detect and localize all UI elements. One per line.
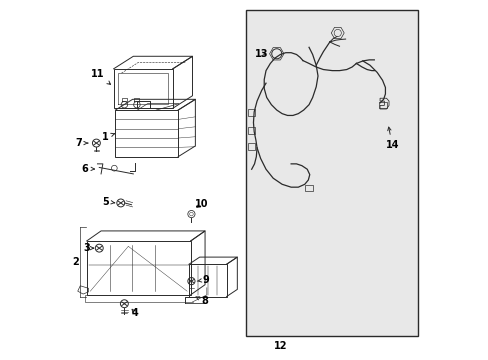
Text: 1: 1 — [102, 132, 114, 142]
Bar — [247, 109, 255, 116]
Text: 4: 4 — [131, 308, 138, 318]
Text: 13: 13 — [254, 49, 268, 59]
Bar — [246, 10, 418, 336]
Text: 5: 5 — [102, 197, 115, 207]
Bar — [188, 264, 226, 297]
Bar — [113, 69, 172, 108]
Text: 2: 2 — [72, 257, 79, 267]
Text: 8: 8 — [196, 296, 208, 306]
Text: 12: 12 — [273, 341, 286, 351]
Text: 10: 10 — [194, 199, 208, 210]
Bar — [115, 110, 178, 157]
Text: 3: 3 — [83, 243, 93, 253]
Text: 11: 11 — [91, 69, 110, 84]
Text: 7: 7 — [75, 138, 88, 148]
Bar — [247, 127, 255, 134]
Text: 9: 9 — [197, 275, 209, 285]
Bar — [304, 185, 312, 192]
Bar — [378, 102, 386, 108]
Bar — [247, 143, 255, 150]
Bar — [86, 241, 190, 295]
Text: 6: 6 — [81, 163, 94, 174]
Text: 14: 14 — [385, 127, 398, 150]
